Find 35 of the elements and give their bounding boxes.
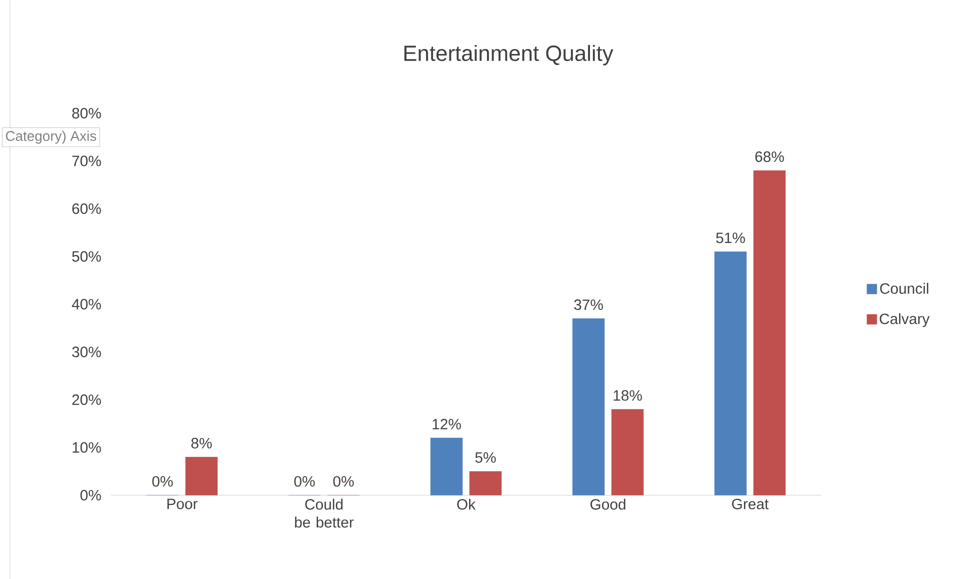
bar bbox=[185, 456, 218, 496]
y-tick-label: 20% bbox=[72, 394, 101, 405]
x-tick-label: Good bbox=[590, 498, 626, 510]
y-tick-label: 0% bbox=[80, 490, 101, 500]
bar bbox=[469, 471, 502, 496]
data-label: 51% bbox=[716, 232, 745, 243]
legend-label: Calvary bbox=[880, 313, 930, 327]
data-label: 12% bbox=[432, 418, 461, 430]
chart-title: Entertainment Quality bbox=[404, 44, 614, 66]
data-label: 0% bbox=[333, 476, 354, 486]
text: Category) Axis bbox=[6, 130, 96, 144]
data-label: 68% bbox=[755, 151, 784, 162]
data-label: 0% bbox=[294, 476, 315, 486]
data-label: 37% bbox=[574, 299, 603, 310]
x-tick-label: Great bbox=[732, 498, 769, 510]
y-tick-label: 40% bbox=[72, 298, 101, 310]
bar bbox=[611, 408, 644, 496]
bar bbox=[753, 170, 786, 496]
bar bbox=[572, 318, 605, 496]
data-label: 18% bbox=[614, 390, 642, 401]
y-tick-label: 10% bbox=[72, 442, 101, 453]
y-tick-label: 50% bbox=[72, 250, 101, 262]
y-tick-label: 70% bbox=[72, 155, 101, 166]
bar bbox=[430, 438, 463, 496]
x-tick-label: Could be better bbox=[295, 498, 354, 528]
legend-label: Council bbox=[880, 282, 928, 294]
data-label: 0% bbox=[152, 476, 173, 486]
x-tick-label: Poor bbox=[167, 498, 198, 509]
y-tick-label: 80% bbox=[72, 108, 101, 118]
x-tick-label: Ok bbox=[457, 498, 476, 510]
data-label: 5% bbox=[475, 452, 496, 463]
y-tick-label: 60% bbox=[72, 203, 101, 214]
y-tick-label: 30% bbox=[72, 346, 101, 358]
data-label: 8% bbox=[191, 438, 212, 448]
bar bbox=[714, 251, 747, 496]
